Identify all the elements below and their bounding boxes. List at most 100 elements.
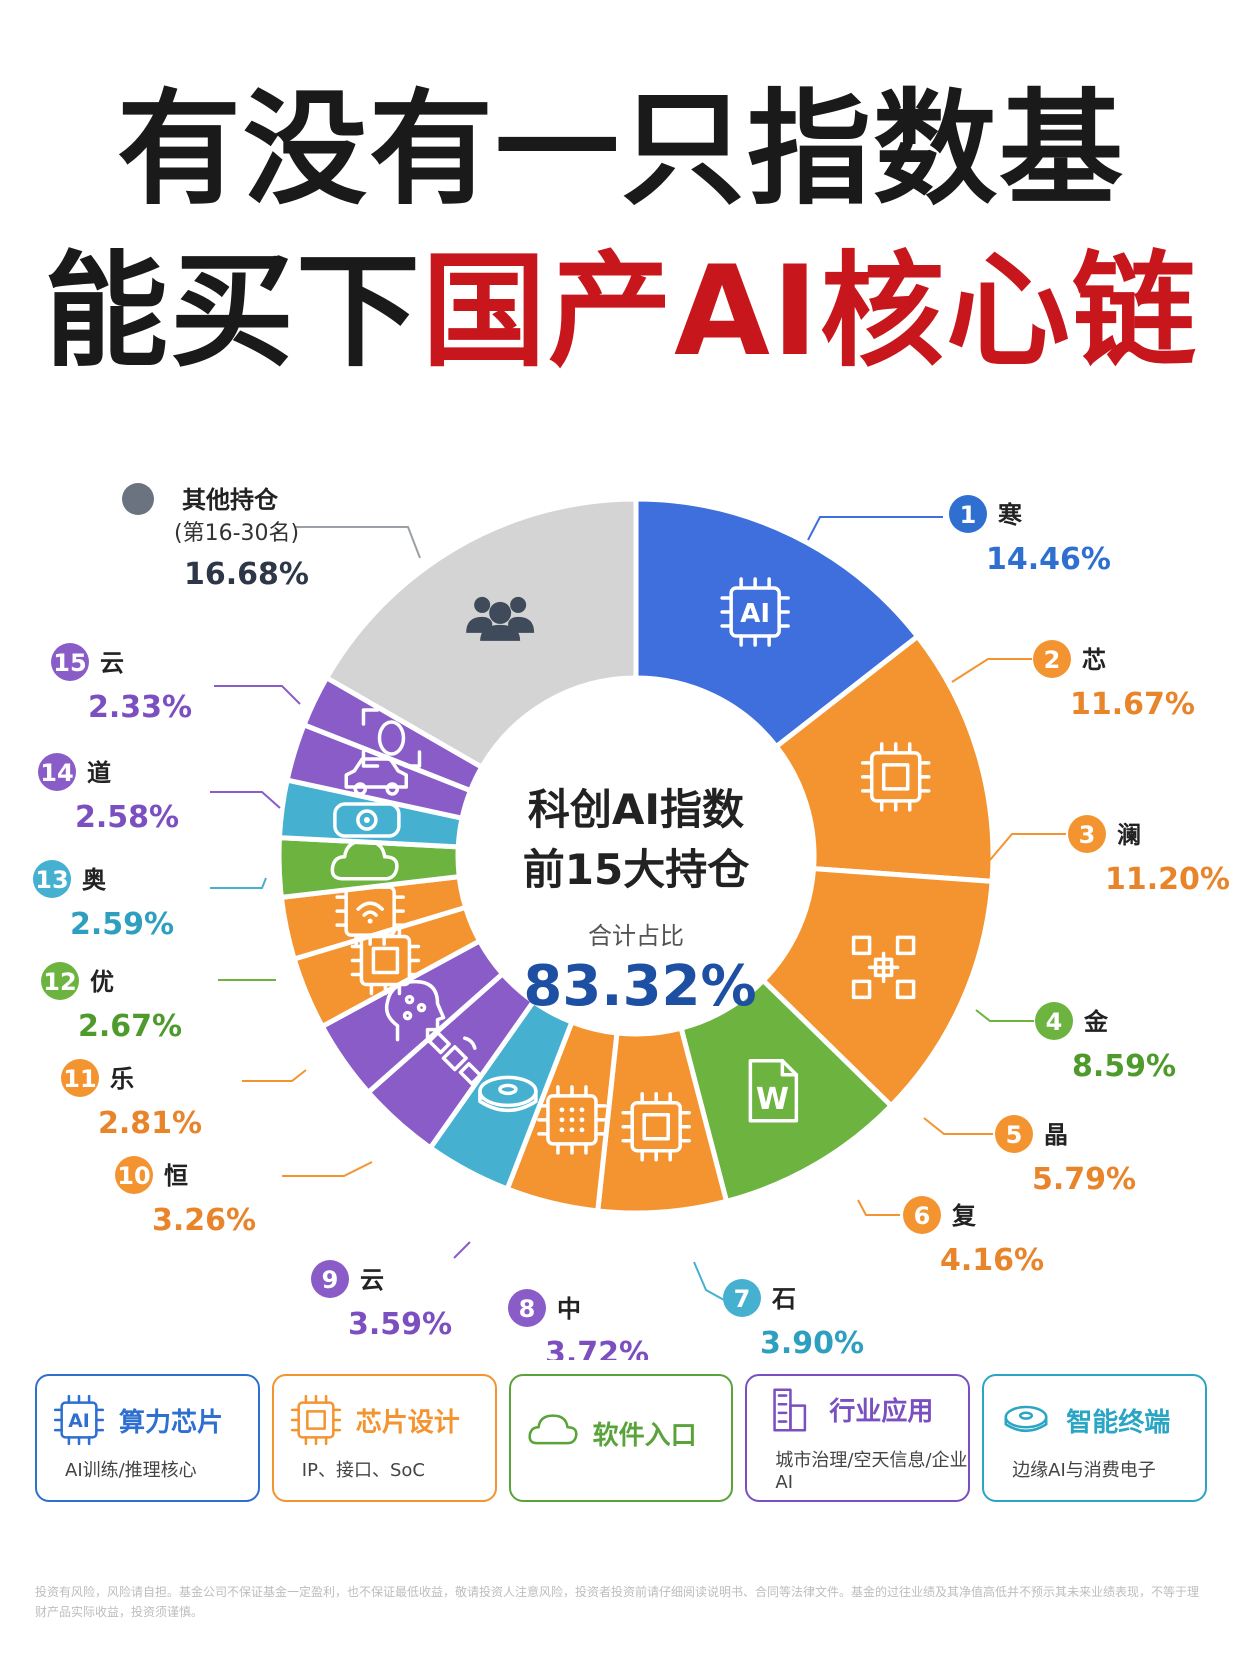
leader-line — [989, 833, 1066, 861]
slice-callout: 8 中 3.72% — [508, 1289, 649, 1360]
leader-line — [951, 658, 1032, 683]
others-percent: 16.68% — [184, 557, 309, 592]
holding-name: 复 — [951, 1202, 977, 1230]
rank-number: 12 — [43, 968, 76, 996]
pie-slice — [633, 496, 922, 751]
rank-number: 2 — [1044, 646, 1061, 674]
cloud-icon — [528, 1414, 578, 1445]
center-total: 83.32% — [523, 954, 756, 1019]
holding-percent: 11.67% — [1070, 687, 1195, 722]
holding-name: 云 — [100, 649, 124, 677]
rank-badge — [51, 643, 89, 681]
leader-line — [214, 685, 301, 705]
rank-number: 13 — [35, 866, 68, 894]
others-name: 其他持仓 — [182, 486, 279, 514]
holding-percent: 3.26% — [152, 1203, 256, 1238]
category-card-header: 芯片设计 — [290, 1394, 495, 1446]
rank-number: 15 — [53, 649, 86, 677]
category-card: AI 算力芯片 AI训练/推理核心 — [35, 1374, 260, 1502]
holding-name: 优 — [90, 968, 114, 996]
rank-badge — [903, 1196, 941, 1234]
category-subtitle: AI训练/推理核心 — [65, 1460, 197, 1481]
holding-name: 芯 — [1082, 646, 1106, 674]
category-card: 软件入口 — [508, 1374, 734, 1502]
leader-line — [975, 1009, 1034, 1022]
holding-percent: 4.16% — [940, 1243, 1044, 1278]
leader-line — [242, 1069, 307, 1082]
rank-badge — [995, 1115, 1033, 1153]
holding-name: 恒 — [164, 1162, 188, 1190]
holding-name: 乐 — [110, 1065, 134, 1093]
slice-callout: 12 优 2.67% — [41, 962, 182, 1044]
pie-slice — [772, 632, 996, 884]
people-icon — [466, 596, 535, 641]
holding-percent: 11.20% — [1105, 862, 1230, 897]
holding-name: 道 — [87, 759, 111, 787]
category-card: 智能终端 边缘AI与消费电子 — [982, 1374, 1207, 1502]
holding-name: 中 — [557, 1295, 581, 1323]
holding-percent: 5.79% — [1032, 1162, 1136, 1197]
rank-badge — [1068, 815, 1106, 853]
slice-callout: 14 道 2.58% — [38, 753, 179, 835]
rank-number: 4 — [1046, 1008, 1063, 1036]
leader-line — [210, 877, 267, 889]
svg-text:AI: AI — [68, 1411, 90, 1432]
holding-percent: 14.46% — [986, 542, 1111, 577]
chip-icon — [290, 1394, 341, 1446]
rank-number: 1 — [960, 501, 977, 529]
risk-disclaimer: 投资有风险，风险请自担。基金公司不保证基金一定盈利，也不保证最低收益，敬请投资人… — [35, 1585, 1200, 1619]
rank-number: 11 — [63, 1065, 96, 1093]
category-title: 算力芯片 — [119, 1407, 224, 1438]
legend-dot — [122, 483, 154, 515]
category-subtitle: IP、接口、SoC — [301, 1460, 425, 1481]
category-title: 智能终端 — [1066, 1407, 1171, 1438]
rank-badge — [1033, 640, 1071, 678]
leader-line — [693, 1261, 725, 1301]
center-subtitle: 合计占比 — [588, 922, 684, 950]
category-card-header: 智能终端 — [1000, 1394, 1205, 1446]
slice-callout: 6 复 4.16% — [903, 1196, 1044, 1278]
slice-callout: 5 晶 5.79% — [995, 1115, 1136, 1197]
slice-callout: 15 云 2.33% — [51, 643, 192, 725]
leader-line — [210, 791, 281, 809]
others-note: (第16-30名) — [174, 521, 299, 546]
slice-callout: 1 寒 14.46% — [949, 495, 1111, 577]
center-title-line-1: 科创AI指数 — [528, 785, 744, 834]
camera-module-icon — [333, 802, 401, 838]
rank-number: 14 — [40, 759, 73, 787]
ai-chip-icon: AI — [53, 1394, 105, 1446]
holding-percent: 2.58% — [75, 800, 179, 835]
holding-percent: 2.81% — [98, 1106, 202, 1141]
headline-red-part: 国产AI核心链 — [421, 240, 1199, 384]
category-subtitle: 城市治理/空天信息/企业AI — [775, 1449, 968, 1493]
slice-callout: 3 澜 11.20% — [1068, 815, 1230, 897]
pie-slice — [323, 496, 639, 771]
rank-badge — [115, 1156, 153, 1194]
headline-line-1: 有没有一只指数基 — [116, 78, 1125, 222]
rank-number: 10 — [117, 1162, 150, 1190]
slice-callout: 10 恒 3.26% — [115, 1156, 256, 1238]
holding-percent: 2.67% — [78, 1009, 182, 1044]
satellite-icon — [427, 1030, 483, 1086]
robot-vacuum-icon — [478, 1075, 538, 1113]
slice-callout: 9 云 3.59% — [311, 1260, 452, 1342]
leader-line — [296, 526, 421, 559]
leader-line — [857, 1199, 900, 1216]
building-icon — [773, 1388, 807, 1431]
rank-badge — [723, 1279, 761, 1317]
rank-badge — [949, 495, 987, 533]
chip-grid-icon — [537, 1085, 607, 1155]
rank-number: 7 — [734, 1285, 751, 1313]
rank-number: 5 — [1006, 1121, 1023, 1149]
rank-number: 3 — [1079, 821, 1096, 849]
category-title: 行业应用 — [829, 1397, 934, 1427]
category-card-header: 软件入口 — [527, 1407, 732, 1459]
rank-badge — [311, 1260, 349, 1298]
leader-line — [282, 1161, 373, 1177]
category-card-header: AI 算力芯片 — [53, 1394, 258, 1446]
rank-number: 8 — [519, 1295, 536, 1323]
holding-name: 澜 — [1117, 821, 1141, 849]
rank-badge — [61, 1059, 99, 1097]
holding-name: 奥 — [82, 866, 107, 894]
headline-line-2: 能买下国产AI核心链 — [0, 250, 1242, 374]
